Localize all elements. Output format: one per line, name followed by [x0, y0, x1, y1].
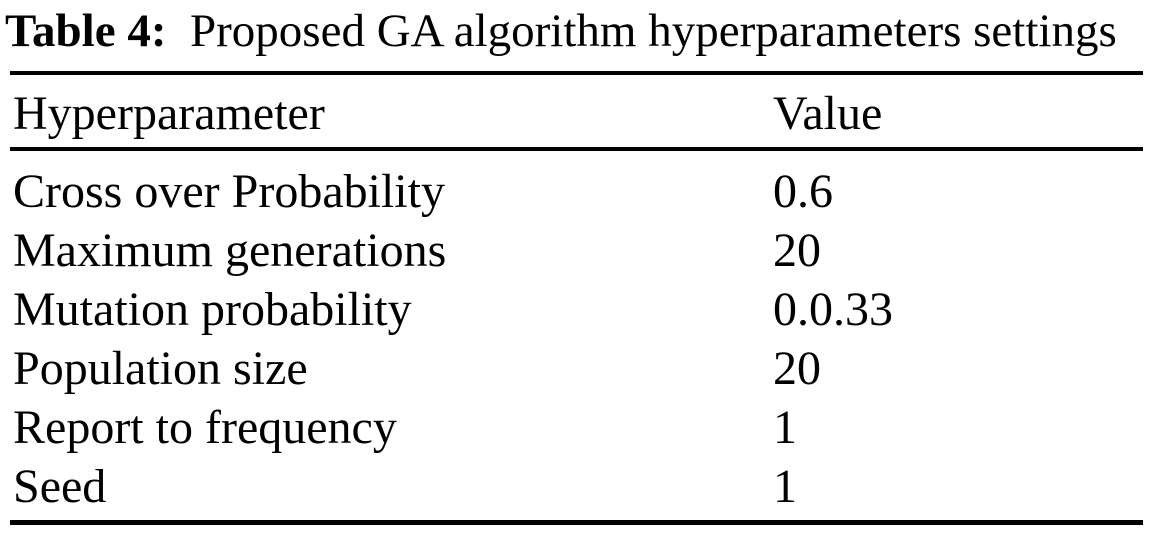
hyperparameter-name: Cross over Probability: [13, 165, 445, 218]
hyperparameter-value: 1: [773, 401, 797, 454]
hyperparameter-name: Seed: [13, 460, 107, 513]
hyperparameter-value: 1: [773, 460, 797, 513]
table-bottom-rule: [10, 520, 1143, 525]
table-caption-text: Proposed GA algorithm hyperparameters se…: [190, 5, 1117, 57]
table-caption: Table 4: Proposed GA algorithm hyperparam…: [5, 0, 1150, 62]
hyperparameter-name: Report to frequency: [13, 401, 397, 454]
hyperparameter-value: 20: [773, 224, 821, 277]
hyperparameter-value: 0.6: [773, 165, 833, 218]
table-caption-label: Table 4:: [5, 5, 167, 57]
table-row: Report to frequency 1: [0, 398, 1150, 457]
hyperparameter-name: Maximum generations: [13, 224, 447, 277]
table-row: Maximum generations 20: [0, 221, 1150, 280]
table-header-row: Hyperparameter Value: [0, 84, 1150, 142]
column-header-hyperparameter: Hyperparameter: [13, 86, 325, 140]
table-header-rule: [10, 147, 1143, 151]
hyperparameter-name: Population size: [13, 342, 308, 395]
table-row: Cross over Probability 0.6: [0, 162, 1150, 221]
hyperparameter-value: 0.0.33: [773, 283, 893, 336]
hyperparameter-value: 20: [773, 342, 821, 395]
table-row: Mutation probability 0.0.33: [0, 280, 1150, 339]
hyperparameter-name: Mutation probability: [13, 283, 412, 336]
table-row: Population size 20: [0, 339, 1150, 398]
column-header-value: Value: [773, 86, 883, 140]
table-row: Seed 1: [0, 457, 1150, 516]
table-top-rule: [10, 71, 1143, 75]
